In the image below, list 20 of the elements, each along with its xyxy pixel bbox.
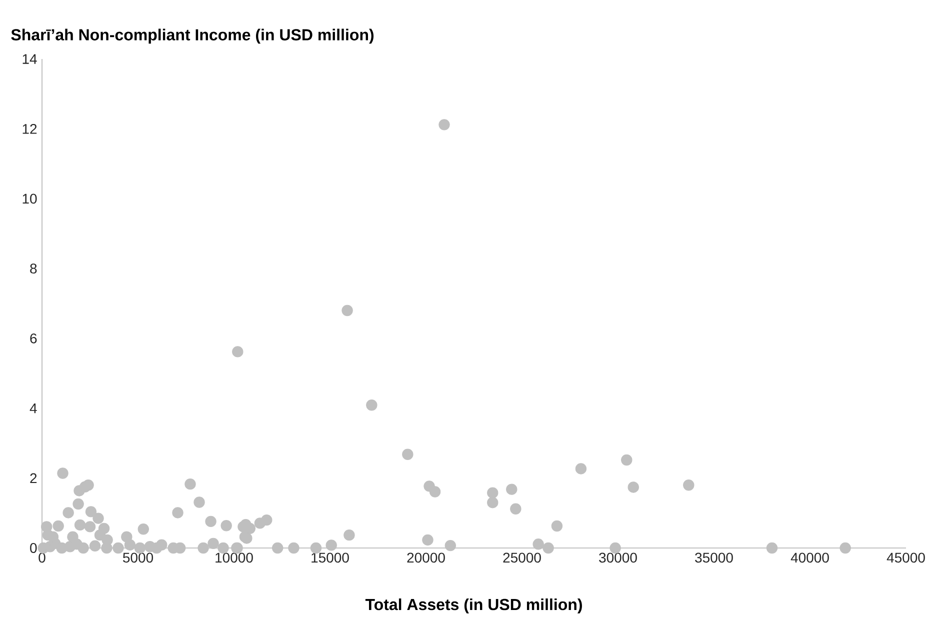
x-tick-label: 30000 xyxy=(599,552,637,563)
y-tick-label: 8 xyxy=(30,264,37,274)
y-tick-label: 12 xyxy=(22,124,37,134)
x-tick-label: 40000 xyxy=(790,552,829,563)
y-tick-label: 0 xyxy=(30,543,37,553)
y-tick-label: 4 xyxy=(30,403,37,414)
y-tick-label: 14 xyxy=(22,54,37,64)
x-tick-label: 20000 xyxy=(407,552,445,563)
x-tick-label: 25000 xyxy=(503,552,541,563)
x-tick-label: 10000 xyxy=(216,552,253,563)
y-tick-label: 2 xyxy=(30,473,37,484)
y-axis-title: Sharī’ah Non-compliant Income (in USD million) xyxy=(11,28,374,44)
x-tick-label: 45000 xyxy=(886,552,925,563)
y-tick-label: 10 xyxy=(22,194,37,204)
x-tick-label: 5000 xyxy=(123,552,154,563)
x-tick-label: 15000 xyxy=(312,552,349,563)
x-axis-title: Total Assets (in USD million) xyxy=(365,598,582,614)
x-tick-label: 35000 xyxy=(695,552,733,563)
x-tick-label: 0 xyxy=(38,552,46,563)
y-tick-label: 6 xyxy=(30,333,37,344)
